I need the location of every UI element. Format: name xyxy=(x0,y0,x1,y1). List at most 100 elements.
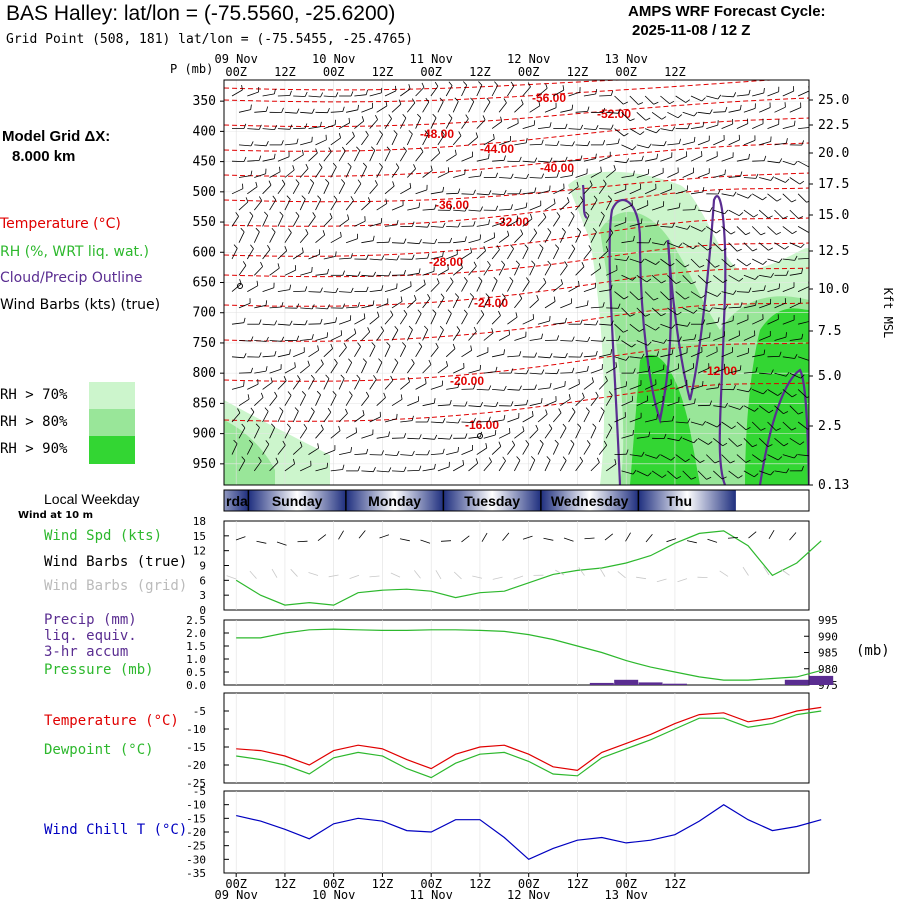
wind-barb-flag xyxy=(794,354,798,359)
wind-barb xyxy=(636,470,648,477)
wind-barb-flag xyxy=(301,195,306,200)
wind-barb xyxy=(636,274,648,283)
wind-barb xyxy=(284,111,297,114)
wind-barb xyxy=(254,370,267,374)
wind-barb xyxy=(575,397,585,406)
wind-barb-flag xyxy=(469,293,474,298)
wind-barb xyxy=(759,177,771,181)
wind-barb xyxy=(323,124,336,129)
wind-barb xyxy=(315,363,324,374)
wind-barb-flag xyxy=(335,317,337,323)
wind-barb-flag xyxy=(366,448,369,454)
wind-barb-flag xyxy=(485,443,488,449)
wind-barb xyxy=(231,385,244,390)
wind-barb xyxy=(598,183,607,195)
wind-barb-flag xyxy=(762,260,767,265)
wind-barb xyxy=(514,372,527,375)
wind-barb-flag xyxy=(425,97,430,103)
wind-barb-flag xyxy=(320,121,322,127)
wind-barb-flag xyxy=(509,276,514,282)
wind-barb xyxy=(339,291,352,293)
wind-barb xyxy=(774,470,787,474)
wind-barb xyxy=(782,286,795,292)
wind-barb-flag xyxy=(745,459,751,463)
cloud-outline xyxy=(608,199,672,485)
wind-barb xyxy=(697,367,710,374)
wind-barb xyxy=(445,85,453,97)
top-date-label: 13 Nov xyxy=(605,52,648,66)
wind-barb-flag xyxy=(310,407,315,412)
pressure-tick-label: 450 xyxy=(193,155,216,170)
wind-barb-flag xyxy=(541,333,543,339)
wind-barb-flag xyxy=(294,407,299,412)
wind-barb xyxy=(361,201,371,211)
wind-barb-flag xyxy=(250,367,253,373)
wind-barb xyxy=(254,173,266,178)
wind-barb xyxy=(752,289,765,292)
wind-barb-flag xyxy=(365,89,368,95)
wind-barb xyxy=(345,362,353,374)
isotherm-line xyxy=(224,187,809,227)
wind-barb xyxy=(384,118,392,129)
precip-ytick: 0.0 xyxy=(186,679,206,692)
wind-barb-flag xyxy=(367,327,371,333)
wind-barb-flag xyxy=(464,433,468,439)
rh90-label: RH > 90% xyxy=(0,441,68,457)
wind-barb xyxy=(415,117,422,129)
wind-barb xyxy=(277,380,287,390)
wind-barb xyxy=(483,332,494,341)
wind-barb-flag xyxy=(235,212,239,217)
wind-barb-flag xyxy=(243,156,247,162)
wind-barb xyxy=(361,240,374,244)
wind-barb-flag xyxy=(661,280,666,284)
pressure-line xyxy=(236,628,822,681)
wind-barb xyxy=(483,237,495,244)
wind-barb xyxy=(468,136,478,146)
wind-barb xyxy=(406,102,416,113)
temperature-ytick: -15 xyxy=(186,741,206,754)
wind-barb-flag xyxy=(347,214,350,220)
wind-barb xyxy=(415,346,423,358)
wind-barb-flag xyxy=(768,215,773,219)
wind-barb xyxy=(254,266,263,276)
wind-barb xyxy=(384,90,397,97)
wind-barb xyxy=(797,286,809,292)
wind-barb-flag xyxy=(509,427,511,434)
wind-barb xyxy=(782,389,793,398)
wind-barb-flag xyxy=(525,137,528,143)
wind-barb xyxy=(667,111,679,119)
wind-barb-flag xyxy=(595,391,599,397)
wind-barb xyxy=(614,95,624,105)
wind-barb-flag xyxy=(631,343,636,348)
wind-10m-label: Wind at 10 m xyxy=(18,510,94,521)
wind-barb-flag xyxy=(486,97,491,103)
grid-wind-barb xyxy=(390,572,401,578)
wind-barb-flag xyxy=(274,88,276,94)
wind-barb xyxy=(300,111,313,114)
wind-barb xyxy=(354,453,367,455)
wind-barb-flag xyxy=(737,444,743,447)
wind-barb xyxy=(590,267,601,276)
wind-barb xyxy=(299,394,306,406)
wind-barb xyxy=(774,177,786,183)
wind-barb-flag xyxy=(779,158,783,163)
wind-barb xyxy=(498,432,511,439)
wind-barb-flag xyxy=(810,452,812,456)
wind-barb-flag xyxy=(503,414,506,420)
wind-barb-flag xyxy=(245,197,249,203)
wind-barb xyxy=(529,402,542,407)
wind-barb xyxy=(706,95,719,100)
wind-barb-flag xyxy=(357,466,361,472)
wind-barb-flag xyxy=(693,111,698,117)
wind-barb-flag xyxy=(779,351,782,357)
wind-barb-flag xyxy=(653,297,659,301)
wind-barb-flag xyxy=(352,131,355,137)
wind-barb-flag xyxy=(501,260,506,265)
wind-barb xyxy=(575,266,585,276)
wind-barb-flag xyxy=(801,140,805,146)
wind-barb xyxy=(292,252,304,260)
wind-barb xyxy=(537,126,550,129)
height-tick-label: 12.5 xyxy=(818,244,849,259)
model-grid-value: 8.000 km xyxy=(12,148,76,165)
